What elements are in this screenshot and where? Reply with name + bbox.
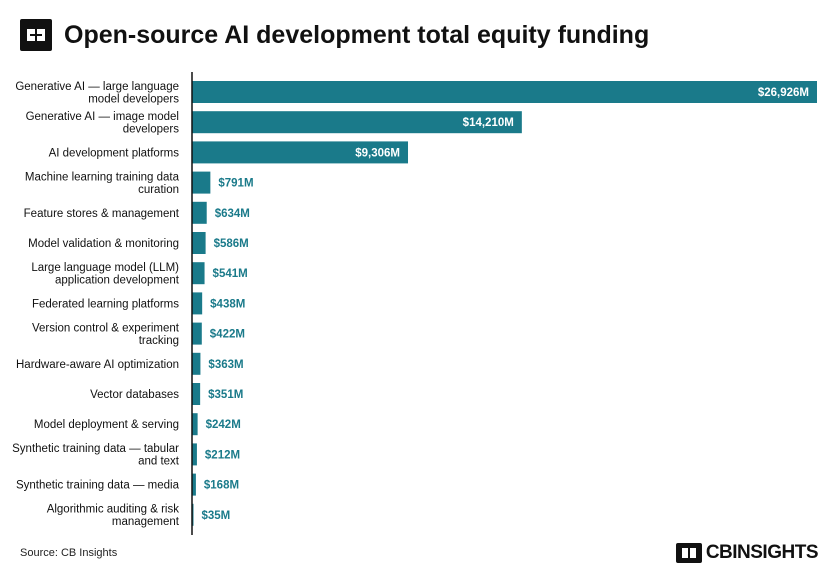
value-label: $212M	[205, 449, 240, 461]
bar	[192, 232, 206, 254]
bar	[192, 201, 207, 224]
chart-title: Open-source AI development total equity …	[64, 20, 650, 49]
category-label: Synthetic training data — tabular and tex…	[12, 443, 180, 468]
cb-logo-icon	[20, 19, 52, 51]
bar	[192, 141, 409, 164]
category-label: Generative AI — image model developers	[26, 111, 180, 136]
value-label: $35M	[202, 510, 231, 522]
value-label: $14,210M	[463, 117, 514, 129]
bar	[192, 111, 522, 134]
brand-text: CBINSIGHTS	[705, 542, 819, 563]
category-label: Generative AI — large language model deve…	[15, 81, 179, 106]
category-label: Version control & experiment tracking	[32, 322, 180, 347]
bar	[192, 322, 202, 345]
source-note: Source: CB Insights	[20, 547, 118, 559]
category-label: Federated learning platforms	[32, 298, 179, 310]
category-label: Machine learning training data curation	[25, 171, 180, 196]
category-label: Large language model (LLM) application de…	[31, 262, 179, 287]
value-label: $422M	[210, 329, 245, 341]
bar	[192, 443, 197, 466]
bar	[192, 292, 203, 315]
bar	[192, 171, 211, 194]
category-label: Model deployment & serving	[34, 419, 179, 431]
value-label: $541M	[213, 268, 248, 280]
category-label: Hardware-aware AI optimization	[16, 359, 179, 371]
value-label: $363M	[208, 359, 243, 371]
category-label: Synthetic training data — media	[16, 480, 180, 492]
value-label: $242M	[206, 419, 241, 431]
value-label: $634M	[215, 208, 250, 220]
bar	[192, 262, 205, 285]
bar	[192, 352, 201, 375]
bar	[192, 383, 201, 405]
value-label: $438M	[210, 298, 245, 310]
value-label: $168M	[204, 480, 239, 492]
value-label: $791M	[218, 178, 253, 190]
value-label: $26,926M	[758, 87, 809, 99]
bar	[192, 81, 817, 103]
category-label: Model validation & monitoring	[28, 238, 179, 250]
bar	[192, 473, 196, 496]
category-label: Algorithmic auditing & risk management	[47, 504, 180, 529]
value-label: $351M	[208, 389, 243, 401]
value-label: $586M	[214, 238, 249, 250]
cb-insights-logo: CBINSIGHTS	[675, 542, 819, 564]
category-label: Feature stores & management	[24, 208, 180, 220]
header: Open-source AI development total equity …	[20, 18, 649, 52]
value-label: $9,306M	[355, 147, 400, 159]
bar	[192, 413, 198, 436]
cb-insights-logo-icon	[675, 543, 702, 563]
category-label: Vector databases	[90, 389, 179, 401]
category-label: AI development platforms	[49, 147, 180, 159]
